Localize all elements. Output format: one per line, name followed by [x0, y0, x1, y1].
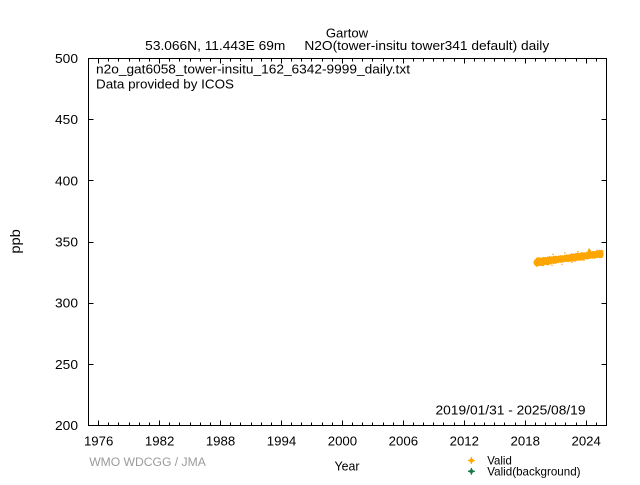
svg-text:ppb: ppb: [8, 229, 23, 254]
svg-text:200: 200: [55, 418, 78, 433]
svg-text:400: 400: [55, 173, 78, 188]
svg-text:WMO WDCGG / JMA: WMO WDCGG / JMA: [89, 455, 206, 469]
svg-text:2006: 2006: [389, 434, 418, 449]
svg-text:2019/01/31 - 2025/08/19: 2019/01/31 - 2025/08/19: [436, 403, 586, 418]
svg-text:250: 250: [55, 357, 78, 372]
svg-text:450: 450: [55, 112, 78, 127]
svg-text:Year: Year: [335, 459, 361, 474]
svg-text:350: 350: [55, 235, 78, 250]
svg-text:53.066N, 11.443E 69m N2O(t: 53.066N, 11.443E 69m N2O(tower-insitu to…: [145, 38, 550, 53]
svg-text:1994: 1994: [267, 434, 296, 449]
svg-text:2024: 2024: [571, 434, 600, 449]
svg-text:1982: 1982: [145, 434, 174, 449]
svg-text:1988: 1988: [206, 434, 235, 449]
svg-text:1976: 1976: [84, 434, 113, 449]
svg-text:2018: 2018: [511, 434, 540, 449]
svg-text:Valid: Valid: [487, 454, 512, 468]
svg-text:Valid(background): Valid(background): [487, 465, 580, 479]
svg-text:500: 500: [55, 51, 78, 66]
svg-text:2000: 2000: [328, 434, 357, 449]
svg-text:300: 300: [55, 296, 78, 311]
svg-text:n2o_gat6058_tower-insitu_162_6: n2o_gat6058_tower-insitu_162_6342-9999_d…: [96, 62, 410, 77]
svg-text:Gartow: Gartow: [326, 26, 369, 41]
svg-text:Data provided by ICOS: Data provided by ICOS: [96, 77, 234, 92]
svg-text:2012: 2012: [450, 434, 479, 449]
